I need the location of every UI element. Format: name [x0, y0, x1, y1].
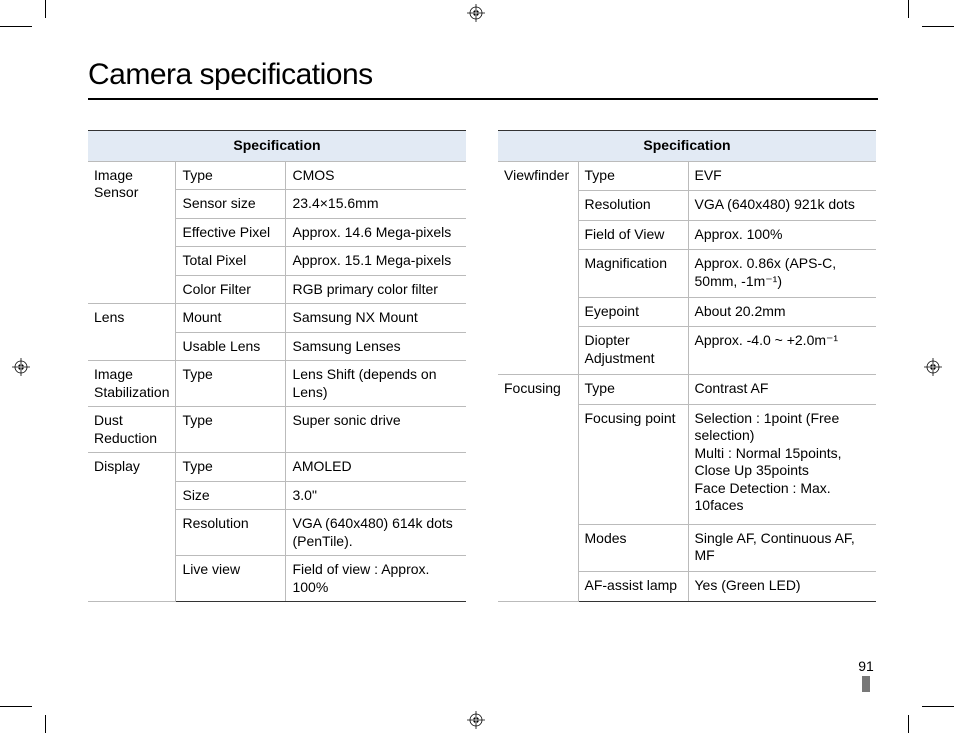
spec-value-cell: RGB primary color filter	[286, 275, 466, 304]
spec-category-cell: Display	[88, 453, 176, 602]
spec-label-cell: Type	[176, 453, 286, 482]
table-row: Image SensorTypeCMOS	[88, 161, 466, 190]
registration-mark-top	[467, 4, 485, 22]
spec-category-cell: Dust Reduction	[88, 407, 176, 453]
spec-header-right: Specification	[498, 131, 876, 162]
page-content: Camera specifications Specification Imag…	[88, 58, 878, 602]
spec-value-cell: 23.4×15.6mm	[286, 190, 466, 219]
spec-label-cell: Sensor size	[176, 190, 286, 219]
spec-value-cell: About 20.2mm	[688, 297, 876, 327]
spec-label-cell: Size	[176, 481, 286, 510]
spec-value-cell: Samsung Lenses	[286, 332, 466, 361]
spec-value-cell: Approx. 15.1 Mega-pixels	[286, 247, 466, 276]
spec-category-cell: Viewfinder	[498, 161, 578, 374]
spec-value-cell: Lens Shift (depends on Lens)	[286, 361, 466, 407]
table-row: LensMountSamsung NX Mount	[88, 304, 466, 333]
page-number-bar	[862, 676, 870, 692]
spec-value-cell: Selection : 1point (Free selection) Mult…	[688, 404, 876, 524]
spec-value-cell: Approx. 14.6 Mega-pixels	[286, 218, 466, 247]
registration-mark-right	[924, 358, 942, 376]
table-row: Image StabilizationTypeLens Shift (depen…	[88, 361, 466, 407]
spec-label-cell: Type	[578, 374, 688, 404]
spec-value-cell: CMOS	[286, 161, 466, 190]
spec-value-cell: VGA (640x480) 921k dots	[688, 191, 876, 221]
spec-label-cell: Resolution	[578, 191, 688, 221]
table-row: Dust ReductionTypeSuper sonic drive	[88, 407, 466, 453]
spec-category-cell: Focusing	[498, 374, 578, 601]
spec-label-cell: Mount	[176, 304, 286, 333]
spec-value-cell: Single AF, Continuous AF, MF	[688, 524, 876, 572]
spec-label-cell: Resolution	[176, 510, 286, 556]
spec-label-cell: Eyepoint	[578, 297, 688, 327]
spec-columns: Specification Image SensorTypeCMOSSensor…	[88, 130, 878, 602]
spec-label-cell: Magnification	[578, 250, 688, 298]
spec-value-cell: Approx. 0.86x (APS-C, 50mm, -1m⁻¹)	[688, 250, 876, 298]
spec-label-cell: Live view	[176, 556, 286, 602]
spec-label-cell: Modes	[578, 524, 688, 572]
spec-value-cell: Contrast AF	[688, 374, 876, 404]
spec-label-cell: Diopter Adjustment	[578, 327, 688, 375]
spec-label-cell: Type	[578, 161, 688, 191]
spec-label-cell: Effective Pixel	[176, 218, 286, 247]
spec-label-cell: Color Filter	[176, 275, 286, 304]
spec-value-cell: EVF	[688, 161, 876, 191]
spec-category-cell: Image Stabilization	[88, 361, 176, 407]
spec-label-cell: Total Pixel	[176, 247, 286, 276]
spec-category-cell: Image Sensor	[88, 161, 176, 304]
spec-category-cell: Lens	[88, 304, 176, 361]
page-number-block: 91	[854, 658, 878, 692]
spec-value-cell: Yes (Green LED)	[688, 572, 876, 602]
spec-label-cell: Type	[176, 161, 286, 190]
spec-label-cell: Focusing point	[578, 404, 688, 524]
page-title: Camera specifications	[88, 58, 878, 100]
page-number: 91	[854, 658, 878, 674]
registration-mark-bottom	[467, 711, 485, 729]
spec-value-cell: Super sonic drive	[286, 407, 466, 453]
spec-value-cell: Samsung NX Mount	[286, 304, 466, 333]
spec-header-left: Specification	[88, 131, 466, 162]
table-row: DisplayTypeAMOLED	[88, 453, 466, 482]
spec-label-cell: AF-assist lamp	[578, 572, 688, 602]
spec-value-cell: Field of view : Approx. 100%	[286, 556, 466, 602]
table-row: FocusingTypeContrast AF	[498, 374, 876, 404]
spec-value-cell: 3.0"	[286, 481, 466, 510]
spec-label-cell: Type	[176, 407, 286, 453]
spec-label-cell: Type	[176, 361, 286, 407]
spec-value-cell: VGA (640x480) 614k dots (PenTile).	[286, 510, 466, 556]
spec-label-cell: Usable Lens	[176, 332, 286, 361]
registration-mark-left	[12, 358, 30, 376]
table-row: ViewfinderTypeEVF	[498, 161, 876, 191]
spec-table-left: Specification Image SensorTypeCMOSSensor…	[88, 130, 466, 602]
spec-value-cell: Approx. 100%	[688, 220, 876, 250]
spec-value-cell: Approx. -4.0 ~ +2.0m⁻¹	[688, 327, 876, 375]
spec-table-right: Specification ViewfinderTypeEVFResolutio…	[498, 130, 876, 602]
spec-label-cell: Field of View	[578, 220, 688, 250]
spec-value-cell: AMOLED	[286, 453, 466, 482]
